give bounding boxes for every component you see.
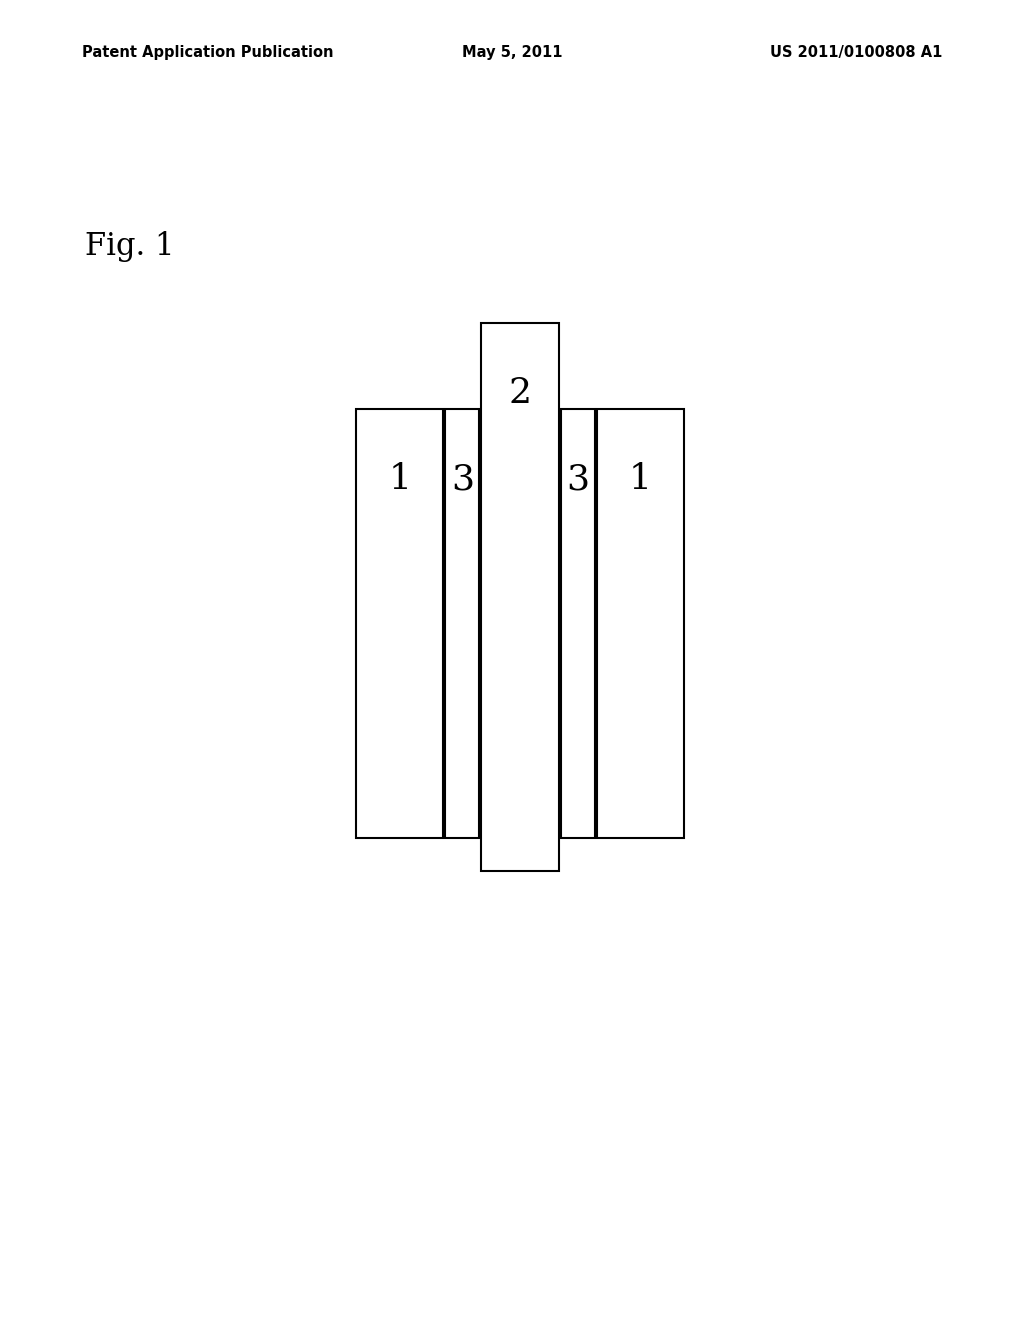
Text: Fig. 1: Fig. 1 (85, 231, 174, 261)
Text: US 2011/0100808 A1: US 2011/0100808 A1 (770, 45, 942, 59)
Bar (481, 323, 559, 871)
Text: 1: 1 (388, 462, 412, 496)
Bar (597, 409, 684, 838)
Text: 2: 2 (509, 376, 531, 411)
Text: 1: 1 (629, 462, 652, 496)
Bar (445, 409, 479, 838)
Bar (561, 409, 595, 838)
Text: Patent Application Publication: Patent Application Publication (82, 45, 334, 59)
Text: May 5, 2011: May 5, 2011 (462, 45, 562, 59)
Bar (356, 409, 443, 838)
Text: 3: 3 (451, 462, 474, 496)
Text: 3: 3 (566, 462, 590, 496)
